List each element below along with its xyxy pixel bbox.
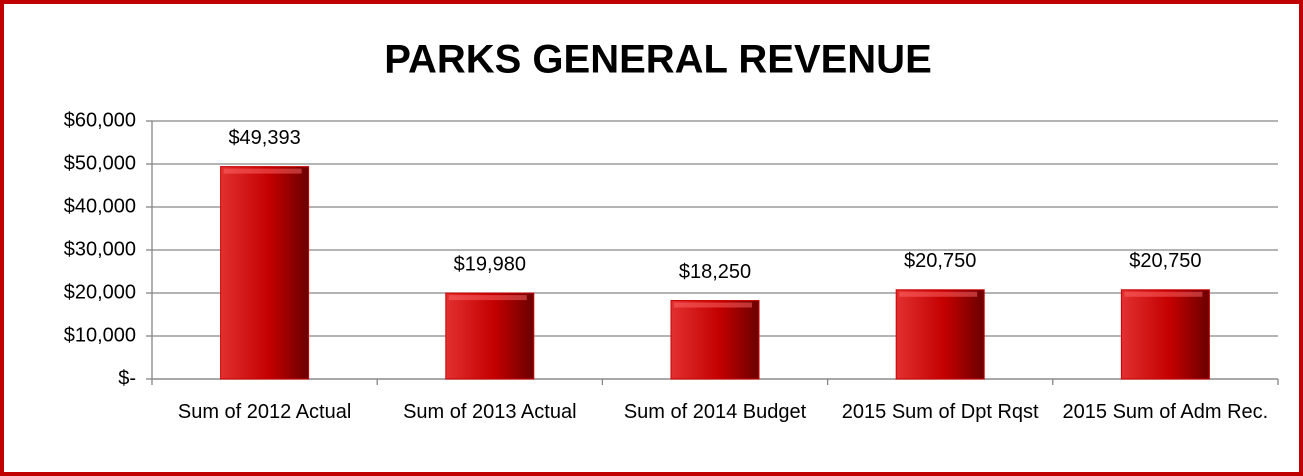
y-tick-label: $10,000 bbox=[64, 324, 136, 346]
y-tick-label: $30,000 bbox=[64, 238, 136, 260]
data-label: $18,250 bbox=[679, 261, 751, 283]
data-label: $19,980 bbox=[454, 253, 526, 275]
bar-highlight bbox=[674, 302, 752, 308]
x-tick-label: 2015 Sum of Dpt Rqst bbox=[841, 401, 1039, 423]
bar bbox=[1120, 289, 1210, 380]
bar-highlight bbox=[1124, 291, 1203, 297]
bar-highlight bbox=[223, 168, 302, 174]
data-label: $20,750 bbox=[1129, 250, 1201, 272]
y-tick-label: $20,000 bbox=[64, 281, 136, 303]
bar bbox=[895, 289, 985, 380]
x-tick-label: Sum of 2014 Budget bbox=[623, 401, 807, 423]
chart-title: PARKS GENERAL REVENUE bbox=[384, 38, 932, 82]
bar-highlight bbox=[448, 295, 527, 301]
bar-highlight bbox=[899, 291, 978, 297]
bar bbox=[670, 300, 760, 380]
data-label: $49,393 bbox=[228, 127, 300, 149]
x-tick-label: 2015 Sum of Adm Rec. bbox=[1062, 401, 1269, 423]
x-tick-label: Sum of 2012 Actual bbox=[177, 401, 352, 423]
bar bbox=[445, 292, 535, 380]
x-tick-label: Sum of 2013 Actual bbox=[403, 401, 577, 423]
y-tick-label: $40,000 bbox=[64, 195, 136, 217]
data-label: $20,750 bbox=[904, 250, 976, 272]
bar bbox=[220, 166, 310, 380]
y-tick-label: $50,000 bbox=[64, 152, 136, 174]
y-tick-label: $- bbox=[118, 367, 136, 389]
y-tick-label: $60,000 bbox=[64, 109, 136, 131]
